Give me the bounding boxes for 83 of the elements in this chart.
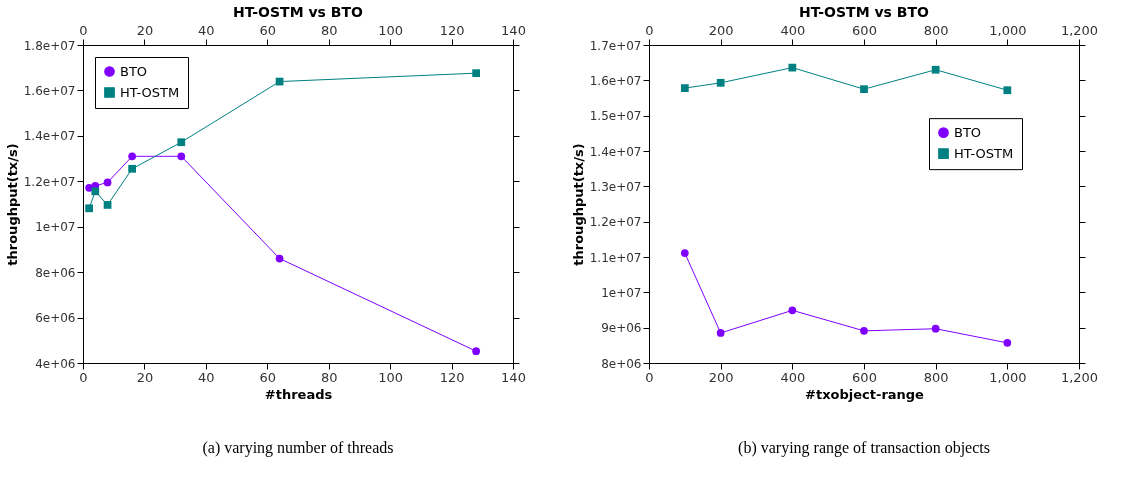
x-tick-label: 40	[198, 369, 215, 385]
y-tick-label: 1.4e+07	[589, 144, 642, 159]
point	[680, 84, 689, 92]
point	[931, 65, 940, 74]
y-axis-title: throughput(tx/s)	[570, 143, 586, 266]
y-tick-label: 6e+06	[35, 311, 76, 326]
point	[472, 347, 481, 356]
x-axis-title: #txobject-range	[805, 386, 925, 402]
point	[860, 85, 868, 94]
x-tick-label: 0	[645, 369, 654, 385]
y-tick-label: 4e+06	[35, 356, 76, 371]
point	[177, 152, 186, 161]
x-tick-label: 1,000	[989, 369, 1027, 385]
x2-tick-label: 1,200	[1060, 22, 1099, 38]
y-tick-label: 1e+07	[601, 285, 642, 300]
point	[1003, 338, 1012, 347]
x2-tick-label: 200	[708, 22, 734, 38]
x-tick-label: 0	[79, 369, 88, 385]
y-tick-label: 1.8e+07	[23, 38, 76, 53]
point	[103, 178, 112, 187]
x-tick-label: 400	[780, 369, 806, 385]
x2-tick-label: 60	[259, 22, 277, 38]
point	[177, 138, 186, 147]
y-tick-label: 1.5e+07	[589, 109, 642, 124]
x-tick-label: 800	[923, 369, 949, 385]
text: (a) varying number of threads	[202, 439, 394, 457]
x2-tick-label: 20	[136, 22, 154, 38]
point	[716, 78, 725, 87]
x-tick-label: 60	[259, 369, 277, 385]
y-tick-label: 1.4e+07	[23, 129, 76, 144]
x-tick-label: 80	[320, 369, 338, 385]
x2-tick-label: 0	[645, 22, 654, 38]
y-tick-label: 8e+06	[601, 356, 642, 371]
point	[931, 324, 940, 333]
y-tick-label: 1.7e+07	[589, 38, 642, 53]
y-axis-title: throughput(tx/s)	[4, 143, 20, 266]
x2-tick-label: 400	[780, 22, 806, 38]
point	[788, 306, 797, 315]
chart-title: HT-OSTM vs BTO	[233, 4, 363, 20]
legend-label: BTO	[120, 63, 148, 79]
x2-tick-label: 80	[320, 22, 338, 38]
y-tick-label: 1.3e+07	[589, 179, 642, 194]
x2-tick-label: 100	[378, 22, 404, 38]
point	[472, 69, 481, 78]
x-tick-label: 140	[501, 369, 526, 385]
legend-label: HT-OSTM	[954, 145, 1014, 161]
y-tick-label: 1.2e+07	[23, 174, 76, 189]
y-tick-label: 8e+06	[35, 265, 76, 280]
point	[860, 326, 868, 335]
x2-tick-label: 140	[501, 22, 526, 38]
y-tick-label: 1.1e+07	[589, 250, 642, 265]
x2-tick-label: 120	[439, 22, 465, 38]
x-axis-title: #threads	[264, 386, 333, 402]
point	[103, 201, 112, 209]
x2-tick-label: 0	[79, 22, 88, 38]
x2-tick-label: 600	[852, 22, 877, 38]
point	[1003, 86, 1012, 95]
x2-tick-label: 40	[198, 22, 215, 38]
x-tick-label: 200	[708, 369, 734, 385]
point	[91, 187, 100, 196]
text: (b) varying range of transaction objects	[738, 439, 990, 457]
point	[680, 249, 689, 257]
x2-tick-label: 800	[923, 22, 949, 38]
point	[788, 63, 797, 72]
y-tick-label: 1.2e+07	[589, 215, 642, 230]
x-tick-label: 20	[136, 369, 154, 385]
point	[128, 152, 137, 161]
x-tick-label: 120	[439, 369, 465, 385]
x2-tick-label: 1,000	[989, 22, 1027, 38]
point	[128, 164, 137, 173]
y-tick-label: 1.6e+07	[589, 73, 642, 88]
y-tick-label: 9e+06	[601, 321, 642, 336]
x-tick-label: 100	[378, 369, 404, 385]
legend-label: HT-OSTM	[120, 84, 180, 100]
y-tick-label: 1.6e+07	[23, 83, 76, 98]
chart-title: HT-OSTM vs BTO	[799, 4, 929, 20]
point	[275, 254, 284, 263]
x-tick-label: 600	[852, 369, 877, 385]
point	[716, 329, 725, 337]
y-tick-label: 1e+07	[35, 220, 76, 235]
point	[85, 204, 94, 213]
x-tick-label: 1,200	[1060, 369, 1099, 385]
legend-label: BTO	[954, 124, 982, 140]
